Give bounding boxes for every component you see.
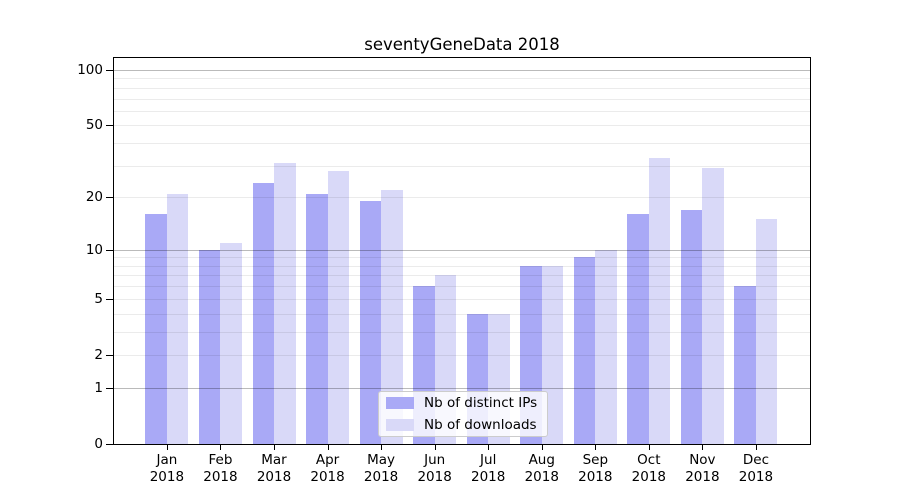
y-tick-label-20: 20: [85, 189, 103, 206]
bar-dec-downloads: [755, 219, 778, 444]
x-tick-mark-mar: [274, 445, 275, 450]
legend-swatch-distinct-ips: [386, 397, 414, 409]
x-tick-label-oct: Oct 2018: [631, 452, 667, 485]
gridline-minor-40: [114, 143, 810, 145]
bar-apr-distinct-ips: [306, 193, 328, 444]
x-tick-mark-feb: [220, 445, 222, 450]
legend: Nb of distinct IPs Nb of downloads: [378, 391, 548, 437]
x-tick-mark-sep: [595, 445, 597, 450]
x-tick-label-may: May 2018: [363, 452, 399, 485]
x-tick-label-jun: Jun 2018: [417, 452, 452, 485]
legend-label-distinct-ips: Nb of distinct IPs: [424, 395, 538, 411]
gridline-minor-3: [114, 331, 810, 333]
bar-jan-distinct-ips: [145, 214, 167, 444]
y-tick-label-10: 10: [85, 241, 103, 258]
bar-sep-distinct-ips: [573, 257, 596, 444]
x-tick-mark-may: [381, 445, 383, 450]
bar-nov-distinct-ips: [680, 209, 703, 444]
gridline-minor-30: [114, 165, 810, 167]
x-tick-label-feb: Feb 2018: [203, 452, 238, 485]
y-tick-mark-2: [106, 354, 113, 356]
gridline-minor-4: [114, 313, 810, 315]
y-tick-mark-20: [106, 197, 113, 199]
chart-title: seventyGeneData 2018: [364, 35, 560, 54]
bar-oct-distinct-ips: [627, 214, 649, 444]
gridline-minor-8: [114, 265, 810, 267]
y-tick-mark-100: [106, 69, 113, 71]
x-tick-label-sep: Sep 2018: [578, 452, 613, 485]
x-tick-label-dec: Dec 2018: [738, 452, 774, 485]
gridline-minor-7: [114, 275, 810, 277]
bar-may-distinct-ips: [359, 201, 382, 444]
gridline-minor-60: [114, 110, 810, 112]
legend-item-downloads: Nb of downloads: [386, 417, 540, 433]
x-tick-mark-oct: [648, 445, 650, 450]
y-tick-label-50: 50: [85, 117, 103, 134]
x-tick-mark-dec: [755, 445, 757, 450]
legend-swatch-downloads: [386, 419, 414, 431]
gridline-major-100: [114, 69, 810, 71]
gridline-major-1: [114, 387, 810, 389]
bar-feb-distinct-ips: [198, 249, 221, 444]
gridline-minor-90: [114, 78, 810, 80]
x-tick-label-apr: Apr 2018: [310, 452, 345, 485]
x-tick-label-jan: Jan 2018: [149, 452, 185, 485]
y-tick-mark-10: [106, 249, 113, 251]
y-tick-mark-1: [106, 387, 113, 389]
y-tick-label-5: 5: [94, 290, 103, 307]
gridline-major-10: [114, 249, 810, 251]
bar-may-downloads: [381, 189, 403, 444]
x-tick-label-jul: Jul 2018: [471, 452, 506, 485]
legend-item-distinct-ips: Nb of distinct IPs: [386, 395, 540, 411]
legend-label-downloads: Nb of downloads: [424, 417, 537, 433]
y-tick-mark-0: [106, 444, 113, 445]
x-tick-mark-jun: [434, 445, 436, 450]
bar-sep-downloads: [595, 249, 617, 444]
x-tick-mark-nov: [702, 445, 704, 450]
bar-nov-downloads: [702, 168, 724, 444]
bar-feb-downloads: [220, 242, 242, 444]
x-tick-mark-jul: [488, 445, 490, 450]
x-tick-label-mar: Mar 2018: [256, 452, 292, 485]
y-tick-label-2: 2: [94, 346, 103, 363]
bar-oct-downloads: [648, 158, 671, 444]
x-tick-label-aug: Aug 2018: [524, 452, 559, 485]
y-tick-label-100: 100: [77, 61, 103, 78]
bar-apr-downloads: [327, 171, 350, 444]
bar-mar-downloads: [274, 163, 296, 444]
gridline-minor-50: [114, 125, 810, 127]
bar-jan-downloads: [166, 193, 189, 444]
gridline-minor-20: [114, 197, 810, 199]
bar-dec-distinct-ips: [734, 286, 756, 444]
y-tick-mark-50: [106, 125, 113, 127]
y-tick-label-1: 1: [94, 379, 103, 396]
y-tick-label-0: 0: [94, 436, 103, 452]
gridline-minor-2: [114, 354, 810, 356]
plot-area: [113, 57, 811, 445]
gridline-minor-70: [114, 98, 810, 100]
gridline-minor-80: [114, 87, 810, 89]
bar-mar-distinct-ips: [252, 183, 274, 444]
x-tick-label-nov: Nov 2018: [685, 452, 720, 485]
y-tick-mark-5: [106, 298, 113, 300]
x-tick-mark-aug: [541, 445, 543, 450]
gridline-minor-5: [114, 298, 810, 300]
gridline-minor-6: [114, 286, 810, 288]
gridline-minor-9: [114, 257, 810, 259]
x-tick-mark-jan: [166, 445, 168, 450]
x-tick-mark-apr: [327, 445, 329, 450]
